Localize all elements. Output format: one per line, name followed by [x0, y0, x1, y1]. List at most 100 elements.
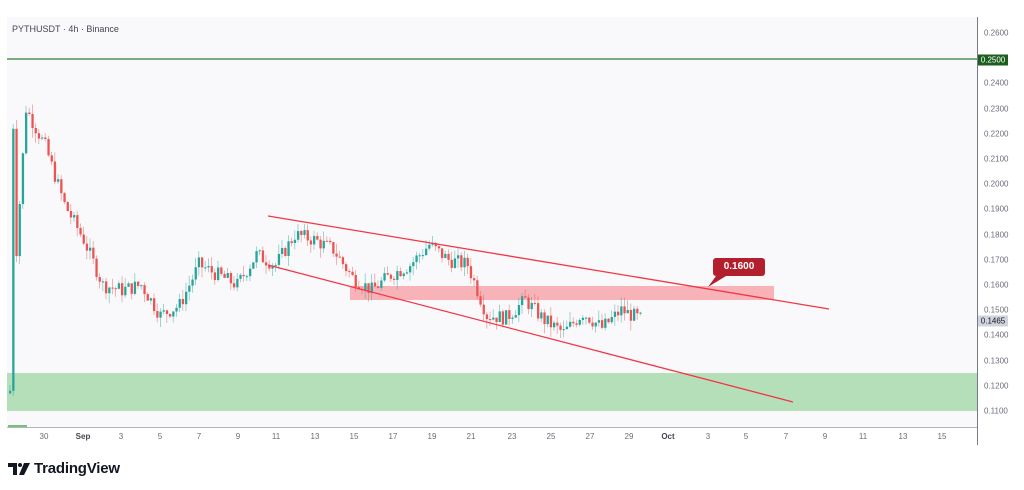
candle — [537, 303, 540, 319]
candle — [348, 271, 351, 273]
candle — [252, 262, 255, 269]
price-tick-label: 0.1400 — [984, 330, 1009, 340]
last-price-tag: 0.1465 — [978, 315, 1008, 327]
candle — [489, 319, 492, 321]
candle — [12, 128, 15, 391]
candle — [562, 329, 565, 331]
candle — [569, 321, 572, 327]
candle — [393, 278, 396, 280]
candle — [588, 317, 591, 323]
candle — [290, 241, 293, 244]
candle — [418, 255, 421, 257]
channel-upper-line[interactable] — [267, 215, 830, 310]
candle — [466, 257, 469, 267]
candle — [121, 283, 124, 296]
candle — [533, 302, 537, 304]
time-axis[interactable] — [7, 427, 977, 445]
candle — [130, 283, 133, 294]
candle — [66, 202, 69, 211]
candle — [105, 281, 108, 294]
candle — [546, 315, 549, 325]
candle — [21, 153, 25, 205]
candle — [351, 271, 354, 276]
candle — [530, 302, 533, 310]
candle — [626, 310, 629, 314]
highlight-level-tag: 0.2500 — [978, 54, 1008, 66]
candle — [329, 240, 332, 243]
supply-zone[interactable] — [350, 286, 774, 300]
candle — [149, 298, 153, 301]
candle — [156, 311, 159, 318]
candle — [181, 299, 185, 305]
time-tick-label: 27 — [585, 432, 595, 441]
candle — [287, 241, 290, 256]
candle — [364, 283, 367, 290]
candle — [226, 273, 229, 278]
candle — [18, 204, 21, 257]
candle — [457, 255, 460, 259]
candle — [633, 308, 636, 321]
candle — [41, 137, 44, 139]
candle — [47, 139, 50, 156]
candle — [284, 248, 287, 256]
price-callout[interactable]: 0.1600 — [713, 258, 765, 276]
candle — [559, 325, 562, 330]
candle — [485, 314, 489, 320]
candle — [377, 286, 380, 288]
candle — [386, 273, 389, 275]
price-tick-label: 0.1100 — [984, 406, 1008, 416]
candle — [303, 230, 306, 235]
candle — [274, 264, 277, 266]
candle — [15, 128, 18, 257]
candle — [421, 255, 425, 257]
candle — [370, 282, 373, 293]
candle — [565, 326, 569, 330]
time-tick-label: 5 — [743, 432, 749, 441]
candle — [453, 258, 457, 268]
support-zone[interactable] — [7, 373, 977, 411]
candle — [111, 287, 114, 289]
candle — [229, 273, 233, 284]
time-tick-label: 7 — [783, 432, 789, 441]
candle — [607, 318, 610, 323]
candle — [239, 274, 242, 279]
candle — [101, 281, 105, 283]
candle — [389, 274, 393, 279]
candle — [293, 239, 297, 244]
candle — [92, 247, 95, 259]
candle — [213, 272, 217, 281]
candle — [332, 242, 335, 254]
candle — [82, 234, 85, 244]
candle — [95, 258, 98, 278]
candle — [69, 210, 73, 218]
candle — [44, 137, 47, 140]
price-tick-label: 0.2300 — [984, 104, 1009, 114]
candle — [313, 235, 316, 245]
tradingview-logo[interactable]: TradingView — [8, 460, 120, 477]
candle — [594, 322, 597, 327]
price-axis[interactable] — [977, 17, 1016, 445]
candle — [9, 390, 12, 394]
chart-plot-area[interactable] — [7, 17, 977, 427]
candle — [76, 215, 79, 228]
candle — [441, 248, 444, 259]
candle — [242, 274, 245, 277]
candle — [412, 262, 415, 267]
time-tick-label: 17 — [388, 432, 398, 441]
candle — [511, 317, 514, 319]
candle — [553, 322, 556, 328]
candle — [409, 266, 412, 273]
candle — [354, 275, 357, 288]
candle — [140, 285, 143, 287]
candle — [73, 215, 76, 218]
candle — [335, 253, 338, 257]
price-tick-label: 0.2400 — [984, 78, 1009, 88]
candle — [613, 311, 617, 317]
price-tick-label: 0.1700 — [984, 255, 1009, 265]
candle — [345, 264, 348, 272]
channel-lower-line[interactable] — [267, 264, 794, 403]
time-tick-label: 11 — [858, 432, 868, 441]
candle — [261, 250, 265, 263]
candle — [281, 248, 284, 254]
